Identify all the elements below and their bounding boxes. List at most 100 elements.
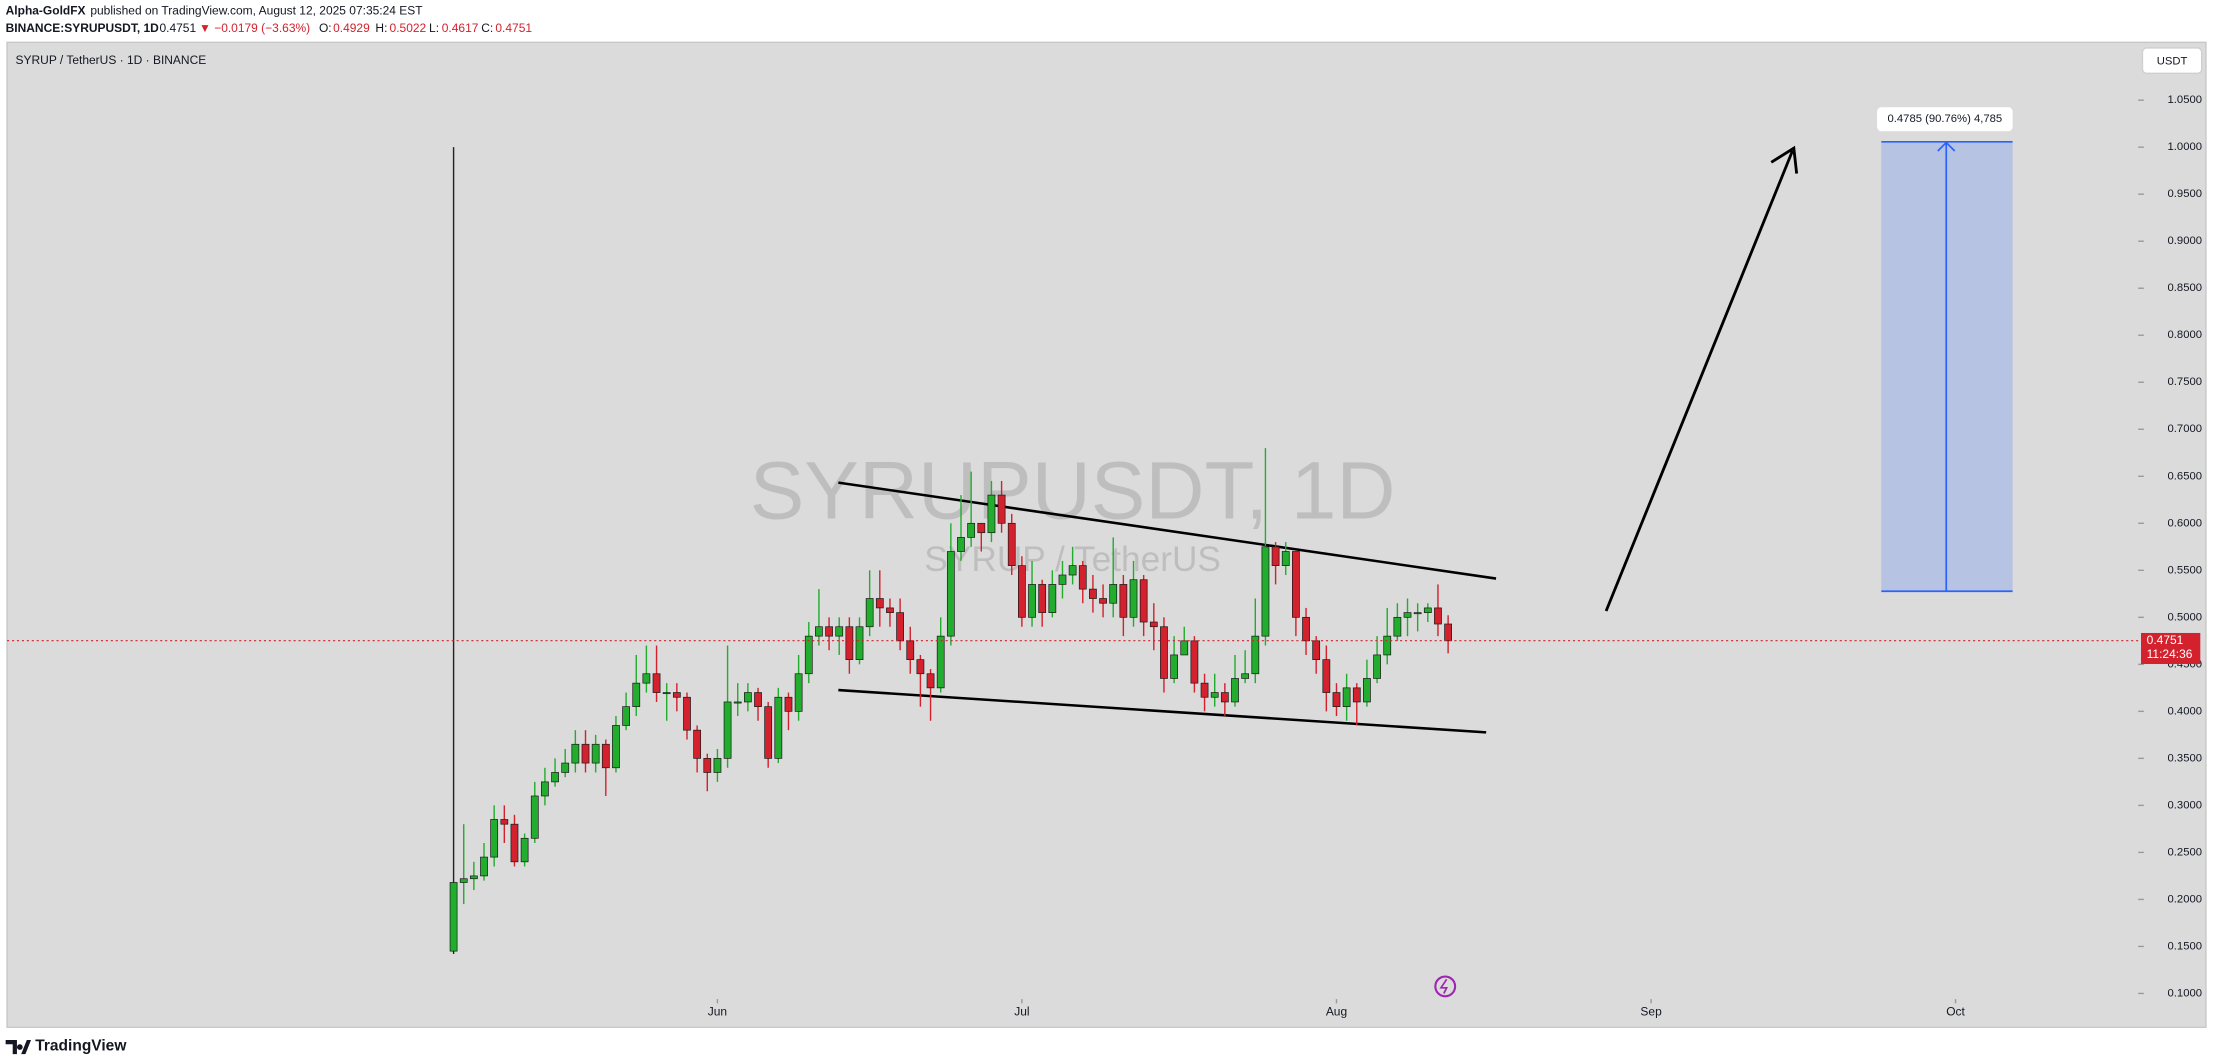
published: published on TradingView.com, August 12,… — [90, 3, 423, 17]
candle-body — [1048, 584, 1057, 613]
candle-body — [936, 635, 945, 689]
candle-body — [480, 856, 488, 877]
candle-body — [946, 551, 955, 637]
logo-mark — [5, 1040, 32, 1055]
candle-body — [1190, 640, 1199, 684]
candle-body — [1413, 612, 1422, 615]
candle-body — [1170, 654, 1178, 679]
y-tick-label: 1.0000 — [2168, 141, 2202, 153]
projection-arrowhead — [1770, 145, 1799, 174]
header-line: BINANCE:SYRUPUSDT, 1D 0.4751 ▼ −0.0179 (… — [6, 21, 533, 35]
candle-body — [1119, 584, 1128, 618]
event-icon-bolt — [1439, 978, 1449, 994]
y-tick-label: 0.6000 — [2168, 517, 2202, 529]
candle-body — [469, 875, 478, 880]
y-tick-label: 0.4000 — [2168, 705, 2202, 717]
candle-body — [957, 537, 965, 552]
marks: 0.1000 0.1500 0.2000 0.2500 0.3000 0.3500 0.40… — [7, 94, 2202, 1019]
y-tick-label: 0.3500 — [2168, 752, 2202, 764]
y-tick-label: 0.5500 — [2168, 564, 2202, 576]
h-value: 0.5022 — [390, 21, 427, 35]
brand: TradingView — [35, 1037, 127, 1054]
y-tick-label: 0.9000 — [2168, 235, 2202, 247]
candle-body — [1241, 673, 1250, 679]
candle-body — [865, 598, 874, 628]
candle-body — [1018, 565, 1026, 618]
candle-body — [1220, 692, 1229, 703]
x-tick-label: Aug — [1326, 1005, 1347, 1019]
candle-body — [632, 682, 641, 708]
l-value: 0.4617 — [442, 21, 479, 35]
candle-body — [825, 626, 833, 637]
candle-body — [977, 522, 986, 534]
chart-title: SYRUP / TetherUS · 1D · BINANCE — [16, 53, 207, 67]
candle-body — [1007, 522, 1016, 566]
event-icon[interactable] — [1434, 975, 1457, 998]
last-price: 0.4751 — [159, 21, 196, 35]
candle-body — [835, 626, 844, 637]
y-tick-label: 0.1500 — [2168, 940, 2202, 952]
candle-body — [733, 701, 742, 704]
candle-body — [652, 673, 661, 693]
candle-body — [551, 772, 559, 783]
x-tick-label: Oct — [1946, 1005, 1965, 1019]
candle-body — [1251, 635, 1260, 675]
x-tick-label: Sep — [1640, 1005, 1662, 1019]
last-price-label: 0.4751 — [2147, 633, 2184, 647]
candle-body — [1200, 682, 1209, 698]
candle-body — [1403, 612, 1412, 618]
candle-body — [1180, 640, 1189, 656]
candle-body — [1058, 574, 1067, 585]
candle-body — [541, 781, 549, 797]
candle-body — [723, 701, 732, 759]
candle-body — [926, 673, 935, 689]
c-value: 0.4751 — [495, 21, 532, 35]
y-tick-label: 0.2000 — [2168, 893, 2202, 905]
candle-body — [520, 837, 529, 863]
publisher: Alpha-GoldFX — [6, 3, 86, 17]
y-tick-label: 1.0500 — [2168, 94, 2202, 106]
candle-body — [886, 607, 894, 613]
candle-body — [1038, 584, 1047, 613]
currency[interactable]: USDT — [2157, 55, 2188, 67]
candle-body — [1271, 546, 1280, 566]
candle-body — [1302, 616, 1310, 642]
candle-body — [804, 635, 813, 675]
candle-body — [1383, 635, 1392, 656]
candle-body — [744, 692, 752, 703]
y-tick-label: 0.5000 — [2168, 611, 2202, 623]
plot-area — [6, 41, 2207, 1029]
candle-body — [1160, 626, 1168, 679]
candle-body — [1231, 678, 1239, 703]
candle-body — [855, 626, 864, 660]
candle-body — [1312, 640, 1321, 660]
last-price-box — [2141, 632, 2201, 665]
candle-body — [1342, 687, 1351, 708]
candle-body — [1322, 659, 1331, 693]
trendline-lower — [838, 688, 1487, 734]
candle-body — [1089, 588, 1097, 599]
projection-arrow — [1604, 150, 1794, 612]
candle-body — [754, 692, 762, 708]
candle-body — [1129, 579, 1138, 618]
candle-body — [764, 706, 773, 759]
candle-body — [1444, 623, 1452, 642]
currency-button[interactable] — [2141, 47, 2203, 75]
annotation: 0.4785 (90.76%) 4,785 — [1888, 113, 2003, 125]
y-tick-label: 0.9500 — [2168, 188, 2202, 200]
candle-body — [561, 762, 570, 773]
x-tick-label: Jun — [708, 1005, 727, 1019]
footer-logo: TradingView — [5, 1037, 127, 1055]
candle-body — [449, 882, 458, 952]
candle-body — [601, 743, 610, 769]
candle-body — [1078, 565, 1087, 590]
candle-body — [896, 612, 904, 642]
candle-body — [906, 640, 915, 660]
y-tick-label: 0.6500 — [2168, 470, 2202, 482]
candle-body — [875, 598, 884, 609]
candle-body — [845, 626, 854, 660]
l-label: L: — [429, 21, 439, 35]
candle-body — [1363, 678, 1371, 703]
candle-body — [815, 626, 823, 637]
